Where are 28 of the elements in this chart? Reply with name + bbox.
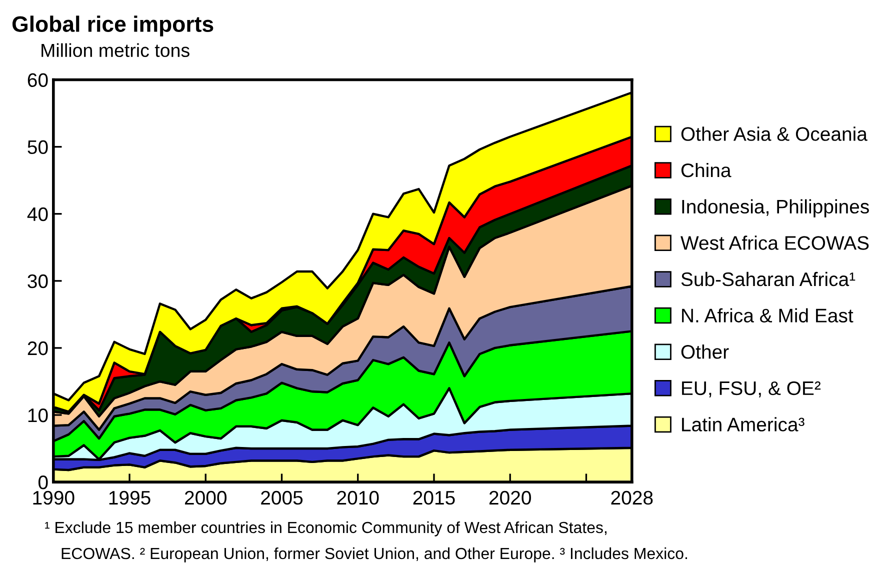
y-tick-label: 50 (28, 140, 48, 154)
x-tick-label: 2010 (337, 490, 379, 505)
y-tick-label: 20 (28, 341, 48, 356)
y-tick-label: 30 (28, 274, 48, 288)
y-axis-title: Million metric tons (42, 43, 190, 58)
y-tick-label: 60 (28, 73, 48, 87)
x-tick-label: 1990 (33, 490, 74, 505)
x-tick-label: 1995 (109, 490, 150, 505)
legend-label: Other Asia & Oceania (681, 126, 868, 141)
legend-label: EU, FSU, & OE² (682, 381, 821, 398)
text: ECOWAS. ² European Union, former Soviet Union, and Other Europe. ³ Includes Mexico. (62, 547, 687, 562)
legend-label: Latin America³ (682, 417, 804, 432)
x-tick-label: 2020 (489, 490, 531, 505)
x-tick-label: 2028 (611, 490, 653, 505)
legend-label: N. Africa & Mid East (682, 308, 854, 322)
chart-title: Global rice imports (12, 16, 214, 36)
legend-label: Sub-Saharan Africa¹ (681, 272, 856, 286)
legend-label: Other (681, 344, 729, 359)
x-tick-label: 2005 (261, 490, 303, 505)
legend-label: Indonesia, Philippines (682, 199, 869, 218)
y-tick-label: 40 (27, 207, 48, 222)
y-tick-label: 0 (38, 476, 48, 490)
x-tick-label: 2015 (413, 490, 455, 505)
legend-label: West Africa ECOWAS (680, 236, 869, 250)
legend-label: China (681, 162, 732, 178)
x-tick-label: 2000 (184, 490, 227, 505)
y-tick-label: 10 (28, 408, 48, 422)
text: ¹ Exclude 15 member countries in Economic Community of West African States, (45, 521, 606, 536)
